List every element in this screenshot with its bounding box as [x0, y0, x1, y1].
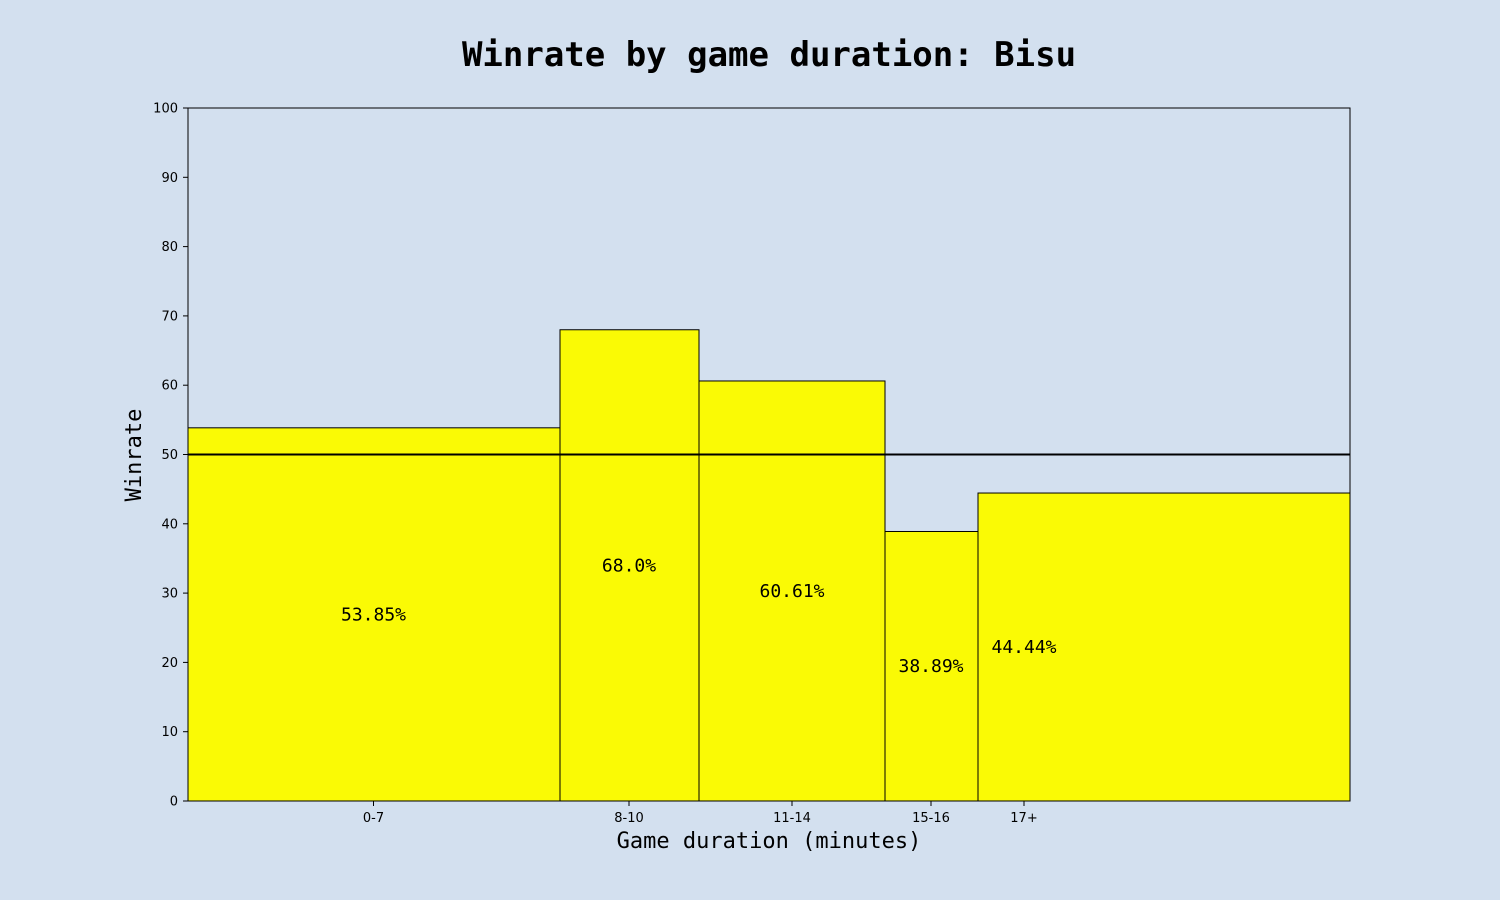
x-axis-label: Game duration (minutes)	[617, 829, 922, 854]
data-label: 44.44%	[991, 637, 1056, 658]
x-tick-label: 0-7	[363, 811, 384, 826]
bar-0-7	[187, 427, 561, 802]
x-tick-label: 17+	[1010, 811, 1037, 826]
y-tick-label: 50	[161, 448, 178, 463]
y-tick-label: 80	[161, 240, 178, 255]
y-tick-label: 10	[161, 725, 178, 740]
data-labels-group: 53.85% 68.0% 60.61% 38.89% 44.44%	[341, 555, 1057, 677]
y-axis-ticks: 0 10 20 30 40 50 60 70 80 90 100	[153, 102, 188, 810]
bar-11-14	[698, 380, 886, 802]
bar-17+	[977, 492, 1351, 802]
y-tick-label: 70	[161, 309, 178, 324]
bar-15-16	[884, 530, 979, 802]
bars-group	[187, 329, 1351, 802]
x-axis-ticks: 0-7 8-10 11-14 15-16 17+	[363, 801, 1038, 826]
data-label: 68.0%	[602, 555, 656, 576]
x-tick-label: 15-16	[912, 811, 950, 826]
data-label: 53.85%	[341, 604, 406, 625]
y-axis-label: Winrate	[122, 409, 147, 502]
y-tick-label: 90	[161, 171, 178, 186]
y-tick-label: 40	[161, 517, 178, 532]
chart-title: Winrate by game duration: Bisu	[462, 35, 1076, 75]
y-tick-label: 0	[170, 795, 178, 810]
y-tick-label: 100	[153, 102, 178, 117]
x-tick-label: 11-14	[773, 811, 811, 826]
y-tick-label: 20	[161, 656, 178, 671]
data-label: 38.89%	[898, 656, 963, 677]
x-tick-label: 8-10	[614, 811, 644, 826]
y-tick-label: 30	[161, 587, 178, 602]
bar-8-10	[559, 329, 700, 802]
data-label: 60.61%	[759, 581, 824, 602]
y-tick-label: 60	[161, 379, 178, 394]
